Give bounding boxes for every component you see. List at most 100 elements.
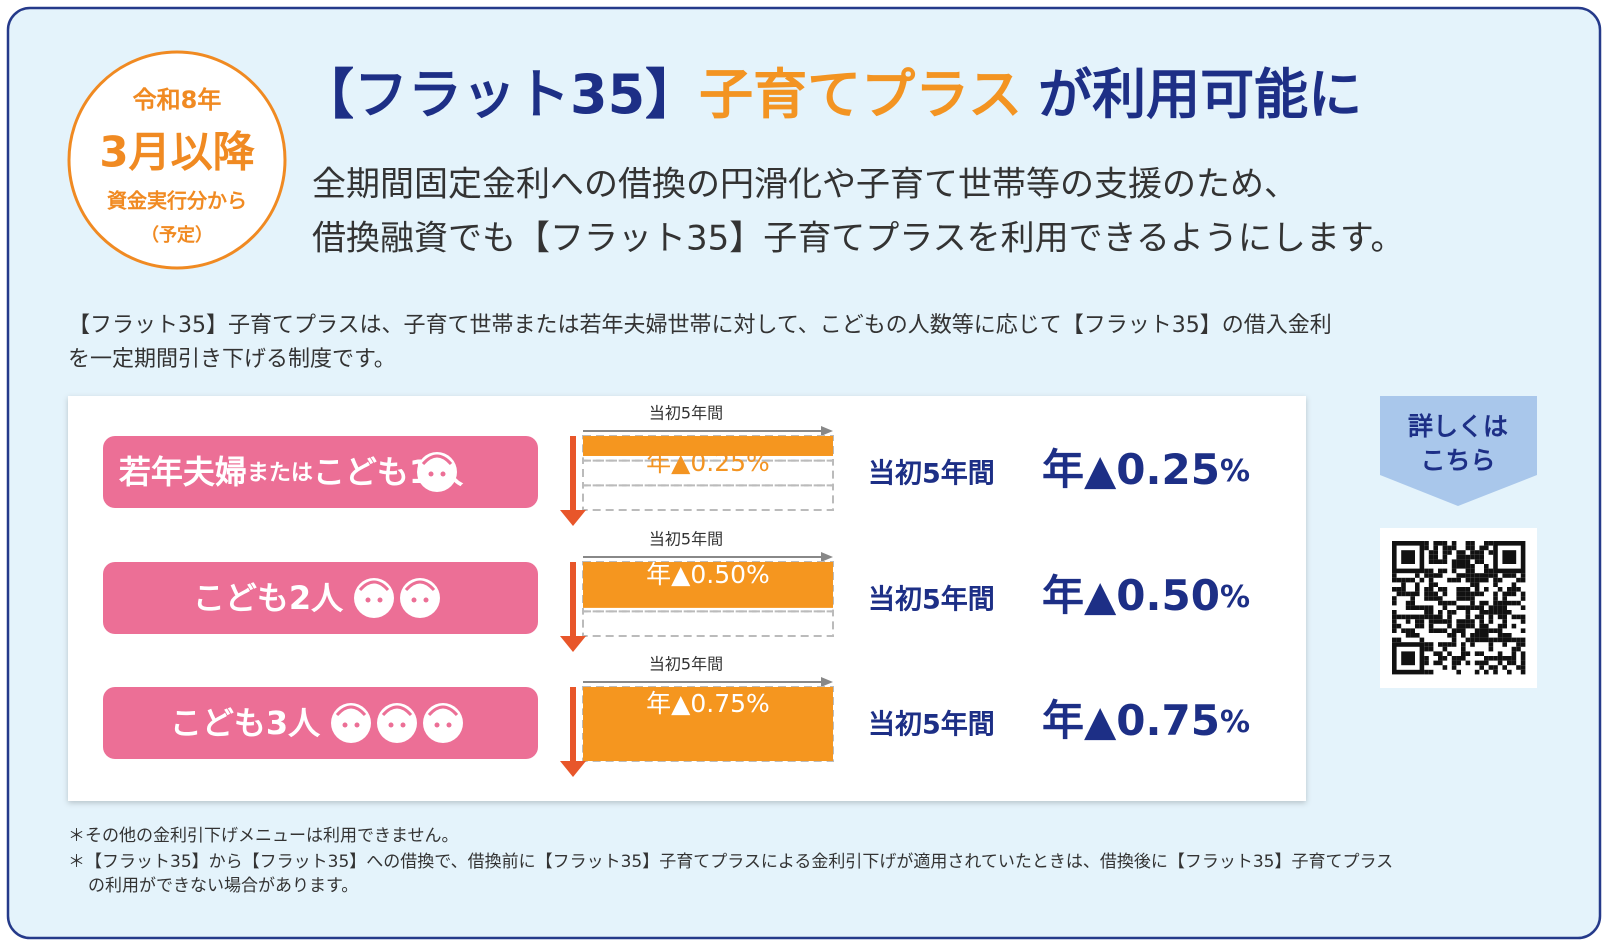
- qr-cell[interactable]: [1479, 619, 1484, 624]
- qr-cell[interactable]: [1507, 660, 1512, 666]
- qr-cell[interactable]: [1456, 564, 1461, 569]
- qr-cell[interactable]: [1484, 656, 1489, 661]
- qr-cell[interactable]: [1497, 651, 1503, 656]
- qr-cell[interactable]: [1484, 545, 1489, 551]
- qr-cell[interactable]: [1470, 545, 1475, 551]
- qr-cell[interactable]: [1488, 619, 1494, 624]
- qr-cell[interactable]: [1428, 559, 1434, 564]
- qr-cell[interactable]: [1516, 665, 1521, 670]
- qr-cell[interactable]: [1433, 545, 1438, 551]
- qr-cell[interactable]: [1479, 600, 1484, 606]
- qr-cell[interactable]: [1428, 646, 1434, 652]
- qr-cell[interactable]: [1488, 637, 1494, 643]
- qr-cell[interactable]: [1511, 637, 1517, 643]
- qr-cell[interactable]: [1447, 642, 1452, 647]
- qr-cell[interactable]: [1520, 637, 1526, 643]
- qr-cell[interactable]: [1484, 610, 1489, 615]
- qr-cell[interactable]: [1507, 591, 1512, 597]
- qr-cell[interactable]: [1451, 642, 1457, 647]
- qr-cell[interactable]: [1520, 628, 1526, 633]
- qr-cell[interactable]: [1433, 573, 1438, 578]
- qr-cell[interactable]: [1520, 605, 1526, 610]
- qr-cell[interactable]: [1479, 610, 1484, 615]
- qr-cell[interactable]: [1433, 660, 1438, 666]
- qr-cell[interactable]: [1470, 573, 1475, 578]
- qr-cell[interactable]: [1451, 633, 1457, 638]
- qr-cell[interactable]: [1470, 596, 1475, 601]
- qr-cell[interactable]: [1474, 582, 1480, 587]
- qr-cell[interactable]: [1415, 591, 1420, 597]
- qr-cell[interactable]: [1474, 614, 1480, 620]
- qr-cell[interactable]: [1461, 623, 1466, 629]
- qr-cell[interactable]: [1419, 623, 1425, 629]
- qr-cell[interactable]: [1502, 656, 1507, 661]
- qr-cell[interactable]: [1405, 591, 1411, 597]
- qr-cell[interactable]: [1456, 596, 1461, 601]
- qr-cell[interactable]: [1392, 610, 1397, 615]
- qr-cell[interactable]: [1474, 591, 1480, 597]
- qr-cell[interactable]: [1456, 554, 1461, 560]
- qr-cell[interactable]: [1502, 600, 1507, 606]
- qr-cell[interactable]: [1465, 651, 1471, 656]
- qr-cell[interactable]: [1479, 605, 1484, 610]
- qr-cell[interactable]: [1507, 600, 1512, 606]
- qr-cell[interactable]: [1488, 614, 1494, 620]
- qr-cell[interactable]: [1474, 628, 1480, 633]
- qr-cell[interactable]: [1447, 623, 1452, 629]
- qr-cell[interactable]: [1507, 610, 1512, 615]
- qr-cell[interactable]: [1461, 605, 1466, 610]
- qr-cell[interactable]: [1447, 633, 1452, 638]
- qr-cell[interactable]: [1479, 623, 1484, 629]
- qr-cell[interactable]: [1493, 605, 1498, 610]
- qr-cell[interactable]: [1424, 669, 1429, 675]
- qr-cell[interactable]: [1442, 665, 1448, 670]
- qr-cell[interactable]: [1442, 568, 1448, 574]
- qr-cell[interactable]: [1415, 623, 1420, 629]
- qr-cell[interactable]: [1447, 577, 1452, 583]
- qr-cell[interactable]: [1428, 605, 1434, 610]
- qr-cell[interactable]: [1461, 550, 1466, 555]
- qr-cell[interactable]: [1488, 628, 1494, 633]
- qr-code[interactable]: [1392, 540, 1526, 675]
- qr-cell[interactable]: [1484, 623, 1489, 629]
- qr-finder[interactable]: [1401, 651, 1415, 666]
- qr-cell[interactable]: [1493, 656, 1498, 661]
- qr-cell[interactable]: [1461, 619, 1466, 624]
- qr-cell[interactable]: [1428, 596, 1434, 601]
- qr-cell[interactable]: [1456, 559, 1461, 564]
- qr-cell[interactable]: [1502, 633, 1507, 638]
- qr-cell[interactable]: [1428, 591, 1434, 597]
- qr-cell[interactable]: [1465, 596, 1471, 601]
- qr-cell[interactable]: [1447, 550, 1452, 555]
- qr-cell[interactable]: [1474, 651, 1480, 656]
- qr-cell[interactable]: [1461, 656, 1466, 661]
- qr-cell[interactable]: [1516, 646, 1521, 652]
- qr-cell[interactable]: [1493, 628, 1498, 633]
- qr-cell[interactable]: [1520, 651, 1526, 656]
- qr-cell[interactable]: [1484, 573, 1489, 578]
- qr-cell[interactable]: [1438, 642, 1443, 647]
- qr-finder[interactable]: [1401, 550, 1415, 564]
- qr-cell[interactable]: [1392, 573, 1397, 578]
- qr-cell[interactable]: [1470, 591, 1475, 597]
- qr-cell[interactable]: [1392, 600, 1397, 606]
- qr-cell[interactable]: [1507, 637, 1512, 643]
- qr-cell[interactable]: [1497, 577, 1503, 583]
- qr-cell[interactable]: [1438, 614, 1443, 620]
- qr-cell[interactable]: [1405, 614, 1411, 620]
- qr-cell[interactable]: [1488, 605, 1494, 610]
- qr-cell[interactable]: [1401, 591, 1406, 597]
- qr-cell[interactable]: [1470, 600, 1475, 606]
- qr-cell[interactable]: [1488, 656, 1494, 661]
- qr-cell[interactable]: [1415, 633, 1420, 638]
- qr-cell[interactable]: [1451, 610, 1457, 615]
- qr-cell[interactable]: [1456, 591, 1461, 597]
- qr-cell[interactable]: [1451, 577, 1457, 583]
- qr-cell[interactable]: [1479, 637, 1484, 643]
- qr-cell[interactable]: [1502, 642, 1507, 647]
- cta-line[interactable]: 詳しくは: [1408, 412, 1508, 441]
- qr-cell[interactable]: [1410, 577, 1415, 583]
- qr-cell[interactable]: [1507, 573, 1512, 578]
- qr-cell[interactable]: [1424, 605, 1429, 610]
- qr-finder[interactable]: [1392, 642, 1425, 675]
